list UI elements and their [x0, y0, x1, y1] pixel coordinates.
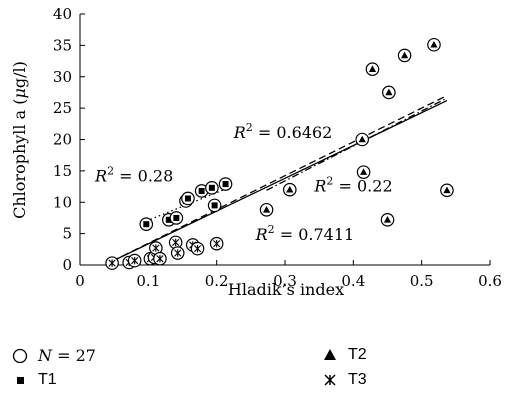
point-t2 — [365, 62, 380, 77]
legend-label-t3: T3 — [348, 371, 367, 388]
x-tick-label: 0 — [75, 272, 85, 290]
y-axis-label-suffix: g/l) — [10, 61, 29, 88]
legend-item-t1: T1 — [12, 371, 57, 389]
x-axis-label: Hladik’s index — [228, 280, 344, 299]
r-squared-label: R2 = 0.6462 — [233, 121, 333, 142]
y-tick-label: 30 — [53, 68, 72, 86]
point-t3 — [149, 241, 163, 255]
legend-label-t2: T2 — [348, 346, 367, 363]
r-squared-label: R2 = 0.22 — [313, 175, 392, 196]
point-t1 — [218, 177, 233, 191]
y-tick-label: 40 — [53, 5, 72, 23]
point-t3 — [153, 251, 167, 266]
y-tick-label: 20 — [53, 131, 72, 149]
y-axis-label-prefix: Chlorophyll a ( — [10, 99, 29, 219]
trendline-t1 — [146, 188, 226, 222]
x-tick-label: 0.4 — [341, 272, 365, 290]
point-t3 — [127, 253, 142, 268]
point-t2 — [382, 85, 396, 100]
point-t1 — [169, 211, 184, 225]
legend-label-n: N = 27 — [38, 346, 96, 365]
y-tick-label: 25 — [53, 99, 72, 117]
y-axis-label: Chlorophyll a (μg/l) — [10, 61, 29, 219]
triangle-marker-icon — [322, 347, 338, 363]
legend-item-t2: T2 — [322, 346, 367, 364]
axes: 0 0.1 0.2 0.3 0.4 0.5 0.6 0 5 10 15 20 25 30 35 40 — [53, 5, 502, 290]
point-t2 — [356, 165, 371, 179]
point-t1 — [181, 191, 195, 206]
point-t3 — [105, 256, 119, 270]
asterisk-marker-icon — [322, 372, 338, 388]
circle-marker-icon — [12, 348, 28, 364]
annotations: R2 = 0.6462 R2 = 0.28 R2 = 0.22 R2 = 0.7411 — [94, 121, 393, 244]
legend-item-n: N = 27 — [12, 346, 96, 365]
data-points — [105, 37, 454, 270]
point-t3 — [190, 241, 205, 256]
point-t2 — [259, 202, 274, 217]
trendline-t3 — [111, 94, 448, 262]
y-tick-label: 35 — [53, 36, 72, 54]
r-squared-label: R2 = 0.7411 — [255, 223, 355, 244]
x-tick-label: 0.1 — [136, 272, 160, 290]
point-t2 — [440, 183, 454, 198]
point-t3 — [209, 236, 224, 251]
square-marker-icon — [12, 372, 28, 388]
point-t2 — [380, 213, 395, 227]
point-t2 — [427, 37, 441, 52]
point-t2 — [355, 132, 370, 147]
scatter-chart: 0 0.1 0.2 0.3 0.4 0.5 0.6 0 5 10 15 20 25 30 35 40 R2 =… — [10, 5, 502, 299]
point-t1 — [207, 198, 222, 213]
r-squared-label: R2 = 0.28 — [94, 165, 173, 186]
point-t1 — [205, 181, 219, 195]
y-tick-label: 10 — [53, 193, 72, 211]
legend-item-t3: T3 — [322, 371, 367, 389]
point-t1 — [139, 217, 154, 232]
x-tick-label: 0.6 — [478, 272, 502, 290]
trendlines — [111, 94, 448, 262]
trendline-t2 — [266, 97, 448, 191]
point-t2 — [282, 182, 297, 197]
point-t3 — [170, 246, 185, 260]
y-tick-label: 5 — [62, 225, 72, 243]
y-axis-label-mu: μ — [10, 88, 29, 98]
legend-label-t1: T1 — [38, 371, 57, 388]
x-tick-label: 0.2 — [205, 272, 229, 290]
x-tick-label: 0.3 — [273, 272, 297, 290]
trendline-all — [111, 100, 448, 262]
point-t2 — [397, 48, 412, 63]
y-tick-label: 15 — [53, 162, 72, 180]
y-tick-label: 0 — [62, 256, 72, 274]
x-tick-label: 0.5 — [410, 272, 434, 290]
